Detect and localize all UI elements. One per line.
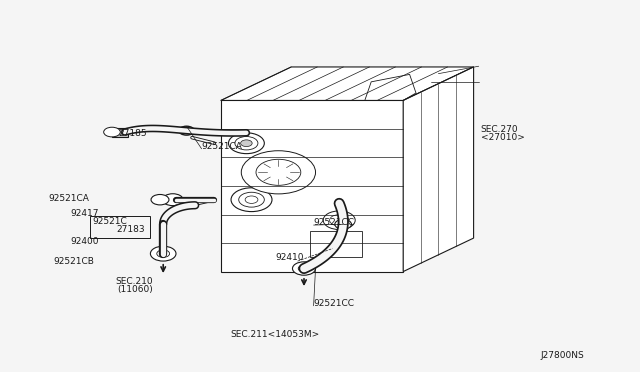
Text: 27185: 27185 bbox=[118, 129, 147, 138]
Circle shape bbox=[241, 151, 316, 194]
Polygon shape bbox=[221, 100, 403, 272]
Text: 92521CC: 92521CC bbox=[314, 218, 355, 227]
Text: (11060): (11060) bbox=[117, 285, 153, 294]
Text: 92521CA: 92521CA bbox=[202, 142, 243, 151]
Circle shape bbox=[151, 195, 169, 205]
Text: 92400: 92400 bbox=[70, 237, 99, 246]
Circle shape bbox=[163, 194, 183, 206]
Text: 92521CC: 92521CC bbox=[314, 299, 355, 308]
Text: <27010>: <27010> bbox=[481, 133, 525, 142]
Text: SEC.270: SEC.270 bbox=[480, 125, 518, 134]
Circle shape bbox=[104, 127, 120, 137]
Text: 92410: 92410 bbox=[275, 253, 304, 262]
Text: 92417: 92417 bbox=[70, 209, 99, 218]
Circle shape bbox=[335, 219, 351, 229]
Text: 27183: 27183 bbox=[116, 225, 145, 234]
Polygon shape bbox=[112, 128, 128, 137]
Circle shape bbox=[231, 188, 272, 212]
Text: SEC.211<14053M>: SEC.211<14053M> bbox=[230, 330, 319, 339]
Circle shape bbox=[292, 262, 316, 275]
Circle shape bbox=[179, 126, 194, 135]
Polygon shape bbox=[403, 67, 474, 272]
Circle shape bbox=[157, 250, 170, 257]
Circle shape bbox=[241, 140, 252, 147]
Circle shape bbox=[228, 133, 264, 154]
Text: 92521CB: 92521CB bbox=[53, 257, 94, 266]
Polygon shape bbox=[221, 67, 474, 100]
Text: 92521CA: 92521CA bbox=[48, 194, 89, 203]
Text: 92521C: 92521C bbox=[93, 217, 127, 226]
Text: J27800NS: J27800NS bbox=[541, 351, 584, 360]
Circle shape bbox=[323, 211, 355, 230]
Circle shape bbox=[150, 246, 176, 261]
Text: SEC.210: SEC.210 bbox=[115, 278, 153, 286]
